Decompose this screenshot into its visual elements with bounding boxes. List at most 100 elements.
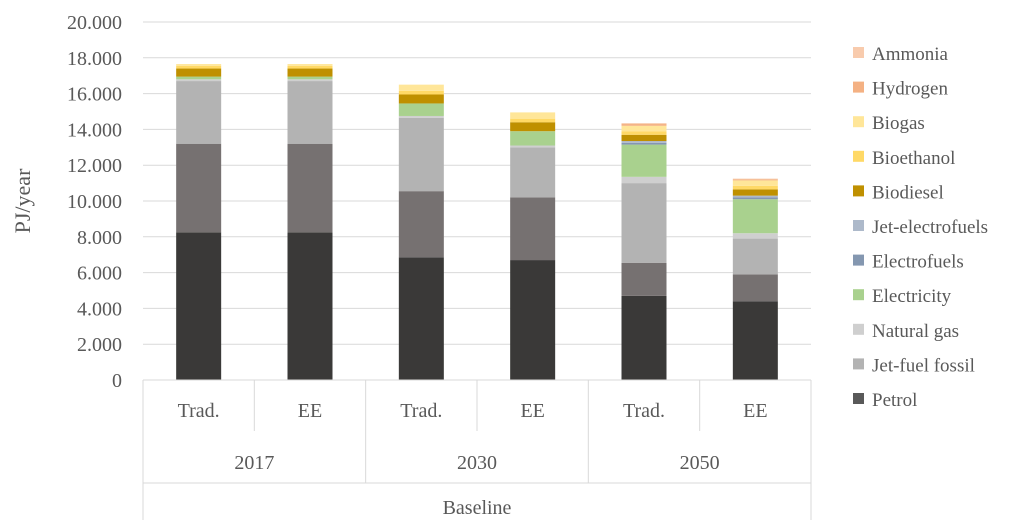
bar-segment — [621, 141, 667, 143]
bar-segment — [510, 112, 556, 119]
category-label: EE — [298, 400, 322, 422]
outer-group-label: Baseline — [443, 497, 512, 519]
bar-segment — [398, 115, 444, 118]
legend-swatch — [853, 323, 864, 335]
legend-swatch — [853, 116, 864, 128]
bar-segment — [732, 180, 778, 186]
bar-segment — [621, 134, 667, 142]
bars — [176, 64, 778, 380]
legend-swatch — [853, 289, 864, 301]
bar-segment — [510, 197, 556, 261]
bar-segment — [732, 178, 778, 180]
category-axis: Trad. EE 2017 Trad. EE 2030 Trad. EE 2050 Baselin… — [142, 379, 812, 520]
group-label: 2030 — [457, 452, 497, 474]
y-tick-label: 12.000 — [67, 155, 122, 177]
bar-segment — [176, 81, 222, 144]
bar-segment — [398, 191, 444, 258]
bar-segment — [732, 238, 778, 275]
bar-segment — [621, 124, 667, 126]
bar-segment — [398, 90, 444, 95]
bar-segment — [732, 199, 778, 234]
bar-segment — [510, 145, 556, 148]
bar-segment — [287, 143, 333, 233]
bar-segment — [176, 79, 222, 82]
bar-segment — [398, 117, 444, 192]
bar-segment — [176, 65, 222, 69]
bar-segment — [621, 142, 667, 145]
legend-label: Jet-fuel fossil — [872, 355, 975, 376]
bar-segment — [621, 125, 667, 132]
legend-label: Electricity — [872, 286, 952, 307]
category-label: EE — [520, 400, 544, 422]
bar-segment — [732, 189, 778, 196]
legend-label: Hydrogen — [872, 79, 948, 100]
bar-segment — [287, 68, 333, 77]
bar-segment — [176, 68, 222, 77]
y-tick-label: 20.000 — [67, 12, 122, 34]
group-label: 2050 — [680, 452, 720, 474]
legend-swatch — [853, 393, 864, 404]
legend-label: Bioethanol — [872, 148, 955, 169]
y-tick-label: 10.000 — [67, 191, 122, 213]
bar-segment — [732, 179, 778, 181]
legend-label: Petrol — [872, 390, 917, 411]
legend-swatch — [853, 358, 864, 370]
category-label: Trad. — [400, 400, 442, 422]
y-tick-label: 6.000 — [77, 263, 122, 285]
legend-label: Biodiesel — [872, 182, 944, 203]
bar-segment — [287, 81, 333, 144]
y-tick-label: 0 — [112, 370, 122, 392]
bar-segment — [732, 185, 778, 190]
group-label: 2017 — [234, 452, 274, 474]
bar-segment — [732, 197, 778, 200]
legend-swatch — [853, 254, 864, 266]
bar-segment — [287, 79, 333, 82]
legend-swatch — [853, 81, 864, 93]
bar-segment — [398, 94, 444, 104]
bar-segment — [176, 143, 222, 233]
y-tick-labels: 0 2.000 4.000 6.000 8.000 10.000 12.000 14.000 1… — [67, 12, 122, 392]
category-label: Trad. — [178, 400, 220, 422]
bar-segment — [621, 295, 667, 380]
y-tick-label: 16.000 — [67, 84, 122, 106]
bar-segment — [287, 232, 333, 380]
bar-segment — [732, 301, 778, 380]
legend-label: Electrofuels — [872, 252, 964, 273]
legend-label: Jet-electrofuels — [872, 217, 988, 238]
category-label: Trad. — [623, 400, 665, 422]
legend-label: Ammonia — [872, 44, 949, 65]
gridlines — [143, 21, 811, 381]
y-tick-label: 14.000 — [67, 119, 122, 141]
bar-segment — [510, 147, 556, 198]
bar-segment — [732, 274, 778, 302]
legend-swatch — [853, 150, 864, 162]
bar-segment — [621, 176, 667, 184]
bar-segment — [287, 76, 333, 80]
y-tick-label: 2.000 — [77, 334, 122, 356]
bar-segment — [621, 131, 667, 135]
bar-segment — [176, 64, 222, 66]
y-axis-title: PJ/year — [10, 168, 35, 233]
bar-segment — [398, 257, 444, 380]
bar-segment — [398, 84, 444, 91]
bar-segment — [621, 123, 667, 125]
bar-segment — [732, 233, 778, 239]
bar-segment — [732, 195, 778, 198]
bar-segment — [176, 232, 222, 380]
bar-segment — [621, 262, 667, 296]
bar-segment — [510, 118, 556, 123]
bar-segment — [510, 260, 556, 380]
y-tick-label: 18.000 — [67, 48, 122, 70]
bar-segment — [621, 183, 667, 263]
bar-segment — [510, 131, 556, 146]
legend-swatch — [853, 185, 864, 197]
category-label: EE — [743, 400, 767, 422]
bar-segment — [287, 64, 333, 66]
bar-segment — [621, 144, 667, 177]
legend: Ammonia Hydrogen Biogas Bioethanol Biodiesel… — [853, 44, 988, 411]
y-tick-label: 4.000 — [77, 298, 122, 320]
legend-swatch — [853, 220, 864, 231]
legend-label: Biogas — [872, 113, 925, 134]
bar-segment — [287, 65, 333, 69]
